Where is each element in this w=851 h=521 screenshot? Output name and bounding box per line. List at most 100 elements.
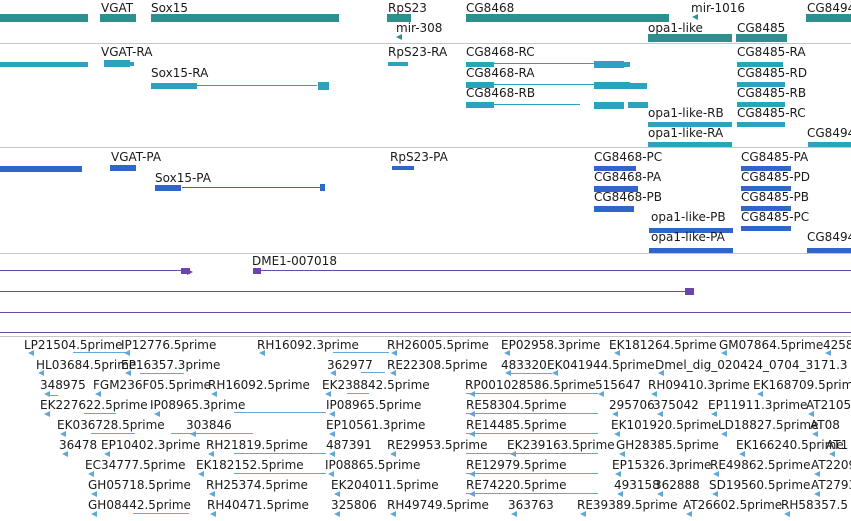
transcript-feature-bar[interactable] bbox=[594, 82, 630, 89]
protein-feature-bar[interactable] bbox=[807, 248, 851, 253]
protein-feature-bar[interactable] bbox=[594, 186, 638, 192]
est-feature-label[interactable]: RH16092.3prime bbox=[257, 338, 359, 352]
protein-feature-bar[interactable] bbox=[182, 187, 322, 188]
transcript-feature-bar[interactable] bbox=[737, 102, 785, 107]
est-feature-label[interactable]: IP08965.5prime bbox=[326, 398, 422, 412]
est-feature-label[interactable]: EK204011.5prime bbox=[331, 478, 439, 492]
transcript-feature-bar[interactable] bbox=[318, 82, 329, 90]
est-feature-label[interactable]: AT1 bbox=[826, 438, 849, 452]
est-feature-label[interactable]: RP001028586.5prime bbox=[465, 378, 596, 392]
est-feature-label[interactable]: 363763 bbox=[508, 498, 554, 512]
est-feature-label[interactable]: EK181264.5prime bbox=[609, 338, 717, 352]
est-feature-label[interactable]: RH49749.5prime bbox=[387, 498, 489, 512]
protein-feature-bar[interactable] bbox=[741, 226, 791, 231]
est-feature-label[interactable]: EP15326.3prime bbox=[612, 458, 712, 472]
gene-feature-bar[interactable] bbox=[151, 14, 339, 22]
transcript-feature-bar[interactable] bbox=[594, 61, 624, 68]
est-feature-label[interactable]: GH28385.5prime bbox=[616, 438, 719, 452]
transcript-feature-label[interactable]: VGAT-RA bbox=[101, 45, 153, 59]
contig-feature-bar[interactable] bbox=[0, 270, 186, 271]
transcript-feature-bar[interactable] bbox=[648, 142, 732, 147]
est-feature-label[interactable]: RE49862.5prime bbox=[710, 458, 811, 472]
est-feature-label[interactable]: 375042 bbox=[653, 398, 699, 412]
transcript-feature-label[interactable]: CG8485-RA bbox=[737, 45, 806, 59]
est-feature-label[interactable]: RH40471.5prime bbox=[207, 498, 309, 512]
gene-feature-label[interactable]: mir-308 bbox=[396, 21, 443, 35]
gene-feature-bar[interactable] bbox=[387, 14, 411, 22]
gene-feature-label[interactable]: RpS23 bbox=[388, 1, 427, 15]
transcript-feature-bar[interactable] bbox=[130, 62, 134, 66]
protein-feature-label[interactable]: opa1-like-PB bbox=[651, 210, 726, 224]
gene-feature-label[interactable]: CG8468 bbox=[466, 1, 515, 15]
transcript-feature-label[interactable]: CG8468-RA bbox=[466, 66, 535, 80]
est-feature-label[interactable]: AT2209 bbox=[811, 458, 851, 472]
est-feature-label[interactable]: AT2793 bbox=[811, 478, 851, 492]
gene-feature-bar[interactable] bbox=[736, 34, 787, 42]
transcript-feature-bar[interactable] bbox=[594, 102, 624, 109]
protein-feature-bar[interactable] bbox=[741, 206, 791, 211]
est-feature-label[interactable]: 483320 bbox=[501, 358, 547, 372]
est-feature-label[interactable]: 4258 bbox=[823, 338, 851, 352]
est-feature-label[interactable]: RE29953.5prime bbox=[387, 438, 488, 452]
est-feature-label[interactable]: EK182152.5prime bbox=[196, 458, 304, 472]
protein-feature-label[interactable]: opa1-like-PA bbox=[651, 230, 725, 244]
gene-feature-label[interactable]: Sox15 bbox=[151, 1, 188, 15]
protein-feature-label[interactable]: CG8494 bbox=[807, 230, 851, 244]
gene-feature-label[interactable]: opa1-like bbox=[648, 21, 703, 35]
est-feature-label[interactable]: LD18827.5prime bbox=[718, 418, 819, 432]
protein-feature-bar[interactable] bbox=[594, 206, 634, 212]
est-feature-label[interactable]: IP12776.5prime bbox=[121, 338, 217, 352]
est-feature-label[interactable]: AT2105 bbox=[806, 398, 851, 412]
transcript-feature-bar[interactable] bbox=[104, 60, 130, 67]
transcript-feature-label[interactable]: opa1-like-RA bbox=[648, 126, 724, 140]
est-feature-label[interactable]: EK168709.5prime bbox=[753, 378, 851, 392]
gene-feature-bar[interactable] bbox=[806, 14, 851, 22]
est-feature-label[interactable]: GM07864.5prime bbox=[719, 338, 824, 352]
transcript-feature-label[interactable]: opa1-like-RB bbox=[648, 106, 724, 120]
transcript-feature-bar[interactable] bbox=[494, 63, 594, 64]
protein-feature-label[interactable]: CG8485-PA bbox=[741, 150, 809, 164]
protein-feature-label[interactable]: CG8485-PC bbox=[741, 210, 810, 224]
transcript-feature-bar[interactable] bbox=[466, 82, 494, 88]
transcript-feature-bar[interactable] bbox=[197, 85, 317, 86]
protein-feature-label[interactable]: CG8468-PB bbox=[594, 190, 663, 204]
transcript-feature-label[interactable]: CG8485-RD bbox=[737, 66, 808, 80]
est-feature-label[interactable]: IP08865.5prime bbox=[325, 458, 421, 472]
gene-feature-bar[interactable] bbox=[100, 14, 136, 22]
est-feature-label[interactable]: EP10402.3prime bbox=[101, 438, 201, 452]
gene-feature-label[interactable]: mir-1016 bbox=[691, 1, 746, 15]
protein-feature-bar[interactable] bbox=[155, 185, 181, 191]
est-feature-label[interactable]: GH08442.5prime bbox=[88, 498, 191, 512]
contig-feature-bar[interactable] bbox=[181, 268, 190, 274]
protein-feature-bar[interactable] bbox=[0, 166, 82, 172]
transcript-feature-bar[interactable] bbox=[466, 102, 494, 108]
protein-feature-label[interactable]: CG8468-PA bbox=[594, 170, 662, 184]
est-feature-label[interactable]: RE39389.5prime bbox=[577, 498, 678, 512]
gene-feature-bar[interactable] bbox=[648, 34, 732, 42]
est-feature-label[interactable]: EK227622.5prime bbox=[40, 398, 148, 412]
est-feature-label[interactable]: 487391 bbox=[326, 438, 372, 452]
transcript-feature-bar[interactable] bbox=[648, 122, 732, 127]
protein-feature-bar[interactable] bbox=[741, 166, 791, 171]
transcript-feature-bar[interactable] bbox=[737, 122, 785, 127]
contig-feature-bar[interactable] bbox=[0, 312, 851, 313]
est-feature-label[interactable]: 348975 bbox=[40, 378, 86, 392]
est-feature-label[interactable]: LP21504.5prime bbox=[24, 338, 123, 352]
contig-feature-bar[interactable] bbox=[0, 291, 690, 292]
protein-feature-bar[interactable] bbox=[110, 165, 136, 171]
transcript-feature-label[interactable]: CG8494 bbox=[807, 126, 851, 140]
transcript-feature-bar[interactable] bbox=[494, 84, 594, 85]
transcript-feature-label[interactable]: Sox15-RA bbox=[151, 66, 209, 80]
est-feature-label[interactable]: EP11911.3prime bbox=[708, 398, 808, 412]
est-feature-label[interactable]: RE74220.5prime bbox=[466, 478, 567, 492]
est-feature-label[interactable]: 362977 bbox=[327, 358, 373, 372]
est-feature-label[interactable]: RE22308.5prime bbox=[387, 358, 488, 372]
transcript-feature-bar[interactable] bbox=[737, 82, 785, 87]
transcript-feature-bar[interactable] bbox=[628, 102, 648, 108]
est-feature-label[interactable]: EK041944.5prime bbox=[547, 358, 655, 372]
est-feature-label[interactable]: EK166240.5prime bbox=[736, 438, 844, 452]
protein-feature-label[interactable]: CG8485-PD bbox=[741, 170, 811, 184]
est-feature-label[interactable]: EP10561.3prime bbox=[326, 418, 426, 432]
gene-feature-label[interactable]: CG8494 bbox=[807, 1, 851, 15]
est-feature-label[interactable]: 362888 bbox=[654, 478, 700, 492]
